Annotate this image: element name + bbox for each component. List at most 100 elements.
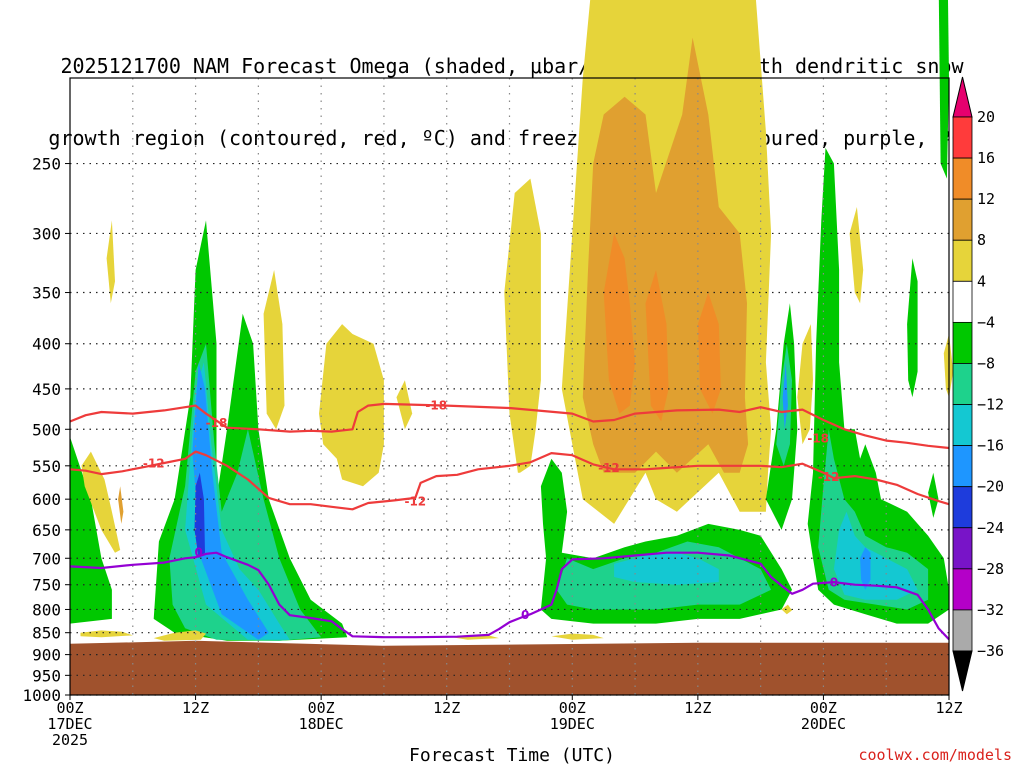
colorbar-bin-9 bbox=[952, 486, 973, 529]
x-tick-label-2-1: 18DEC bbox=[299, 715, 344, 733]
omega-region-39 bbox=[80, 630, 133, 638]
colorbar-bin-3 bbox=[952, 239, 973, 282]
colorbar-bin-10 bbox=[952, 527, 973, 570]
omega-region-4 bbox=[192, 362, 269, 640]
colorbar-bin-0 bbox=[952, 116, 973, 159]
x-tick-label-0-2: 2025 bbox=[52, 731, 88, 749]
plot-frame bbox=[69, 77, 950, 696]
x-tick-label-6-0: 00Z bbox=[810, 699, 837, 717]
colorbar-bin-11 bbox=[952, 568, 973, 611]
omega-region-11 bbox=[106, 220, 115, 304]
y-tick-label-900: 900 bbox=[32, 646, 61, 665]
y-tick-label-250: 250 bbox=[32, 155, 61, 174]
colorbar-bin-2 bbox=[952, 198, 973, 241]
contour-label--12-3: -12 bbox=[818, 470, 840, 484]
y-tick-label-650: 650 bbox=[32, 521, 61, 540]
omega-region-37 bbox=[551, 633, 604, 640]
colorbar-bin-8 bbox=[952, 445, 973, 488]
contour-label--12-1: -12 bbox=[404, 495, 426, 509]
omega-region-35 bbox=[153, 630, 206, 641]
y-tick-label-300: 300 bbox=[32, 224, 61, 243]
omega-region-18 bbox=[697, 292, 721, 414]
colorbar-label-0: 20 bbox=[977, 108, 995, 126]
contour-line--12 bbox=[69, 450, 950, 511]
y-tick-label-750: 750 bbox=[32, 576, 61, 595]
contour-label--18-2: -18 bbox=[807, 431, 829, 445]
colorbar-bin-4 bbox=[952, 280, 973, 323]
y-tick-label-800: 800 bbox=[32, 600, 61, 619]
colorbar-label-6: −8 bbox=[977, 354, 995, 372]
omega-region-25 bbox=[797, 324, 813, 445]
y-tick-label-700: 700 bbox=[32, 549, 61, 568]
x-tick-label-1-0: 12Z bbox=[182, 699, 209, 717]
y-tick-label-1000: 1000 bbox=[22, 686, 61, 705]
y-tick-label-550: 550 bbox=[32, 457, 61, 476]
colorbar-label-8: −16 bbox=[977, 437, 1004, 455]
y-tick-label-500: 500 bbox=[32, 420, 61, 439]
ground-layer bbox=[70, 640, 949, 695]
colorbar-bin-6 bbox=[952, 363, 973, 405]
x-tick-label-4-0: 00Z bbox=[559, 699, 586, 717]
omega-region-32 bbox=[938, 0, 949, 179]
x-tick-label-2-0: 00Z bbox=[308, 699, 335, 717]
colorbar-label-10: −24 bbox=[977, 519, 1004, 537]
x-tick-label-3-0: 12Z bbox=[433, 699, 460, 717]
omega-region-9 bbox=[319, 324, 384, 487]
colorbar-bottom-arrow bbox=[952, 650, 973, 692]
omega-region-16 bbox=[603, 233, 636, 414]
credit-text: coolwx.com/models bbox=[858, 746, 1012, 764]
grid-layer bbox=[70, 78, 949, 696]
colorbar-label-5: −4 bbox=[977, 313, 995, 331]
omega-region-21 bbox=[614, 552, 719, 585]
colorbar-label-1: 16 bbox=[977, 149, 995, 167]
colorbar-label-2: 12 bbox=[977, 190, 995, 208]
contour-label--12-0: -12 bbox=[143, 457, 165, 471]
colorbar: 20 16 12 8 4 −4 −8 −12 −16 −20 −24 −28 −32 −36 bbox=[952, 76, 1004, 692]
omega-region-33 bbox=[928, 472, 939, 518]
y-tick-label-400: 400 bbox=[32, 335, 61, 354]
colorbar-bin-5 bbox=[952, 321, 973, 364]
chart-title-line-2: growth region (contoured, red, ºC) and f… bbox=[48, 126, 976, 150]
omega-region-13 bbox=[504, 178, 541, 473]
x-tick-label-0-1: 17DEC bbox=[47, 715, 92, 733]
contour-label-0-0: 0 bbox=[195, 546, 203, 560]
y-tick-label-450: 450 bbox=[32, 380, 61, 399]
colorbar-label-3: 8 bbox=[977, 231, 986, 249]
ground-fill bbox=[70, 640, 949, 695]
omega-shading-layer bbox=[70, 0, 954, 641]
contour-label-0-2: 0 bbox=[830, 576, 838, 590]
contour-line--18 bbox=[69, 402, 950, 450]
colorbar-label-13: −36 bbox=[977, 642, 1004, 660]
contour-layer: -18 -18 -18 -12 -12 -12 -12 0 0 0 bbox=[69, 399, 950, 641]
colorbar-bin-1 bbox=[952, 157, 973, 200]
colorbar-bin-7 bbox=[952, 404, 973, 447]
omega-region-6 bbox=[81, 451, 121, 553]
colorbar-label-9: −20 bbox=[977, 478, 1004, 496]
x-tick-label-5-0: 12Z bbox=[684, 699, 711, 717]
colorbar-label-11: −28 bbox=[977, 560, 1004, 578]
colorbar-label-4: 4 bbox=[977, 272, 986, 290]
contour-label--18-1: -18 bbox=[425, 399, 447, 413]
contour-label--18-0: -18 bbox=[206, 416, 228, 430]
y-axis-ticks: 250 300 350 400 450 500 550 600 650 700 750 800 850 9… bbox=[22, 155, 70, 705]
contour-line-0 bbox=[69, 551, 950, 641]
y-tick-label-600: 600 bbox=[32, 490, 61, 509]
y-tick-label-950: 950 bbox=[32, 666, 61, 685]
x-tick-label-6-1: 20DEC bbox=[801, 715, 846, 733]
colorbar-label-12: −32 bbox=[977, 601, 1004, 619]
y-tick-label-850: 850 bbox=[32, 624, 61, 643]
omega-region-31 bbox=[907, 258, 918, 398]
omega-region-38 bbox=[781, 604, 792, 615]
omega-region-17 bbox=[645, 270, 669, 422]
x-tick-label-7-0: 12Z bbox=[935, 699, 962, 717]
colorbar-top-arrow bbox=[952, 76, 973, 118]
omega-region-29 bbox=[833, 511, 918, 600]
omega-region-30 bbox=[860, 547, 871, 590]
omega-region-26 bbox=[849, 207, 864, 304]
y-tick-label-350: 350 bbox=[32, 284, 61, 303]
x-axis-title: Forecast Time (UTC) bbox=[409, 745, 615, 766]
x-tick-label-0-0: 00Z bbox=[56, 699, 83, 717]
omega-region-5 bbox=[194, 472, 205, 559]
